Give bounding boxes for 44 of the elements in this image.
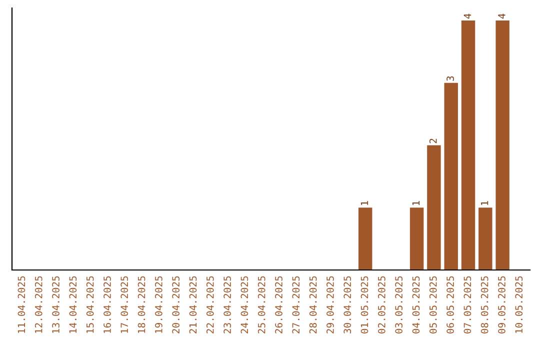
x-tick-label: 03.05.2025 [395, 276, 402, 334]
x-tick-label: 21.04.2025 [189, 276, 197, 334]
x-tick-label: 23.04.2025 [224, 276, 231, 334]
x-tick-label: 26.04.2025 [275, 276, 282, 334]
x-tick-label: 28.04.2025 [309, 276, 317, 334]
x-tick-label: 04.05.2025 [412, 276, 420, 334]
x-tick-label: 01.05.2025 [360, 276, 368, 334]
bar [461, 20, 476, 270]
x-tick-label: 20.04.2025 [172, 276, 180, 334]
x-tick-label: 14.04.2025 [69, 276, 77, 333]
bar [358, 208, 372, 270]
x-tick-label: 12.04.2025 [34, 276, 42, 333]
bar [410, 208, 424, 270]
data-label: 3 [446, 76, 454, 81]
x-tick-label: 16.04.2025 [104, 276, 111, 333]
x-tick-label: 09.05.2025 [498, 276, 506, 334]
data-label: 1 [481, 201, 488, 206]
bar [427, 145, 441, 270]
data-label: 2 [429, 138, 437, 144]
x-tick-label: 15.04.2025 [86, 276, 94, 333]
x-tick-label: 24.04.2025 [240, 276, 248, 334]
data-label: 1 [412, 201, 420, 206]
x-tick-label: 17.04.2025 [120, 276, 128, 333]
bar [496, 20, 510, 270]
x-tick-label: 07.05.2025 [464, 276, 472, 334]
x-tick-label: 30.04.2025 [344, 276, 352, 334]
x-tick-label: 02.05.2025 [378, 276, 386, 334]
x-tick-label: 18.04.2025 [138, 276, 146, 333]
x-tick-label: 13.04.2025 [52, 276, 60, 333]
x-tick-label: 10.05.2025 [515, 276, 523, 333]
bar [478, 208, 492, 270]
x-tick-label: 22.04.2025 [206, 276, 214, 334]
x-tick-label: 25.04.2025 [258, 276, 266, 334]
data-label: 4 [498, 14, 506, 19]
x-tick-label: 11.04.2025 [18, 276, 26, 333]
x-tick-label: 19.04.2025 [155, 276, 162, 333]
x-tick-label: 29.04.2025 [326, 276, 334, 334]
x-tick-label: 05.05.2025 [429, 276, 437, 334]
bar [444, 82, 458, 270]
data-label: 4 [464, 14, 471, 19]
data-label: 1 [360, 201, 368, 206]
x-tick-label: 08.05.2025 [480, 276, 488, 334]
x-tick-label: 27.04.2025 [292, 276, 300, 334]
x-tick-label: 06.05.2025 [446, 276, 454, 334]
